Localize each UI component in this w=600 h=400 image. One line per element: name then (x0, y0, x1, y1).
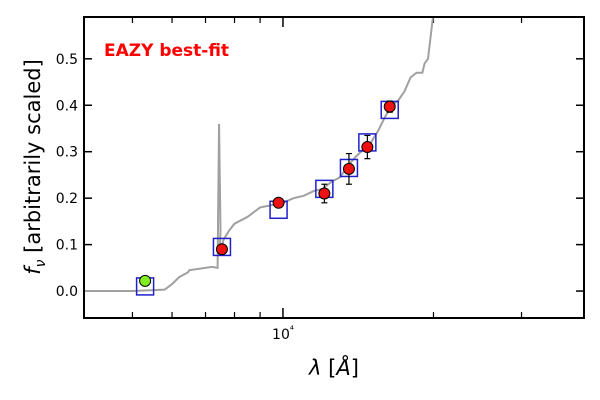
observed-flux-point (318, 187, 331, 200)
annotation: EAZY best-fit (104, 41, 229, 61)
observed-flux-point (215, 243, 228, 256)
observed-flux-point (342, 162, 355, 175)
plot-frame (83, 16, 585, 319)
observed-flux-point (272, 196, 285, 209)
observed-flux-point (383, 100, 396, 113)
photometry-markers (135, 100, 399, 296)
template-curve (84, 17, 434, 293)
y-axis-label: fν [arbitrarily scaled] (21, 59, 49, 275)
observed-flux-point (361, 141, 374, 154)
y-tick-label: 0.3 (56, 145, 78, 161)
model-flux-square (212, 237, 232, 257)
plot-background (84, 17, 584, 318)
y-tick-label: 0.4 (56, 98, 78, 114)
observed-flux-point (139, 274, 152, 287)
y-tick-label: 0.0 (56, 284, 78, 300)
axis-ticks (83, 17, 585, 318)
y-tick-label: 0.2 (56, 191, 78, 207)
x-axis-label: λ [Å] (308, 354, 359, 380)
x-tick-label: 10⁴ (272, 325, 294, 343)
y-tick-label: 0.1 (56, 238, 78, 254)
y-tick-label: 0.5 (56, 52, 78, 68)
tick-labels: 0.0 0.1 0.2 0.3 0.4 0.5 10⁴ (56, 52, 294, 343)
